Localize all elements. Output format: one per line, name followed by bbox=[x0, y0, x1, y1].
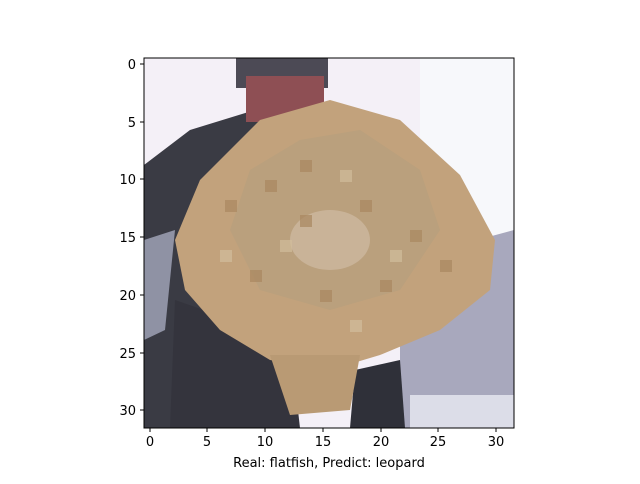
bottom-right-patch bbox=[410, 395, 514, 428]
x-tick-label: 15 bbox=[315, 435, 332, 450]
x-tick-label: 25 bbox=[430, 435, 447, 450]
x-tick-label: 10 bbox=[257, 435, 274, 450]
torso bbox=[170, 300, 300, 428]
x-axis: 0 5 10 15 20 25 30 bbox=[146, 428, 504, 450]
y-tick-label: 15 bbox=[119, 231, 136, 246]
y-tick-label: 0 bbox=[128, 58, 136, 73]
x-tick-label: 5 bbox=[203, 435, 211, 450]
x-axis-label: Real: flatfish, Predict: leopard bbox=[233, 456, 425, 471]
pixel-image bbox=[144, 58, 514, 428]
y-tick-label: 25 bbox=[119, 347, 136, 362]
x-tick-label: 0 bbox=[146, 435, 154, 450]
x-tick-label: 20 bbox=[373, 435, 390, 450]
y-tick-label: 5 bbox=[128, 116, 136, 131]
y-tick-label: 30 bbox=[119, 404, 136, 419]
fish-tail bbox=[270, 355, 360, 415]
x-tick-label: 30 bbox=[488, 435, 505, 450]
y-axis: 0 5 10 15 20 25 30 bbox=[119, 58, 144, 419]
y-tick-label: 10 bbox=[119, 173, 136, 188]
y-tick-label: 20 bbox=[119, 289, 136, 304]
axes-frame bbox=[143, 57, 515, 429]
